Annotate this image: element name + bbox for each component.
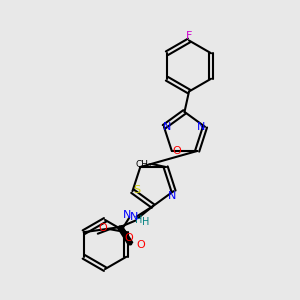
Text: N: N bbox=[197, 122, 206, 132]
Text: N: N bbox=[130, 212, 138, 222]
Text: N: N bbox=[164, 122, 172, 132]
Text: CH₃: CH₃ bbox=[136, 160, 152, 169]
Text: O: O bbox=[172, 146, 181, 156]
Text: S: S bbox=[134, 185, 140, 195]
Text: N: N bbox=[123, 210, 131, 220]
Text: H: H bbox=[142, 217, 149, 227]
Text: F: F bbox=[186, 31, 192, 41]
Text: N: N bbox=[168, 191, 176, 201]
Text: H: H bbox=[135, 214, 142, 225]
Text: O: O bbox=[136, 240, 145, 250]
Text: O: O bbox=[99, 223, 107, 233]
Text: O: O bbox=[124, 232, 134, 243]
